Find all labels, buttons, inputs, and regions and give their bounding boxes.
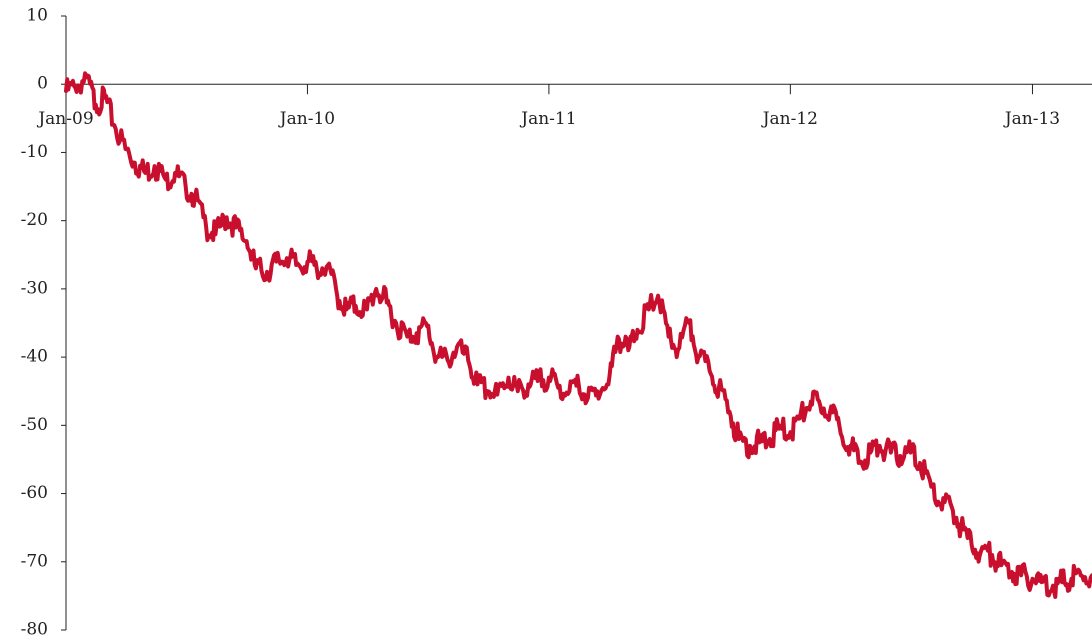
x-tick-label: Jan-13	[1003, 109, 1060, 129]
y-tick-label: 0	[37, 74, 48, 94]
y-tick-label: -30	[21, 278, 48, 298]
y-axis: 10 0 -10 -20 -30 -40 -50 -60 -70 -80	[21, 6, 66, 640]
series-group	[66, 73, 1092, 597]
x-tick-label: Jan-10	[278, 109, 335, 129]
y-tick-label: 10	[26, 6, 48, 26]
y-tick-label: -40	[21, 347, 48, 367]
series-line-0	[66, 73, 1092, 597]
y-tick-label: -70	[21, 551, 48, 571]
y-tick-label: -50	[21, 415, 48, 435]
x-tick-label: Jan-11	[519, 109, 576, 129]
y-tick-label: -10	[21, 142, 48, 162]
x-tick-label: Jan-09	[36, 109, 93, 129]
y-tick-label: -80	[21, 620, 48, 640]
y-tick-label: -60	[21, 483, 48, 503]
x-axis: Jan-09 Jan-10 Jan-11 Jan-12 Jan-13	[36, 84, 1092, 129]
y-tick-label: -20	[21, 210, 48, 230]
x-tick-label: Jan-12	[761, 109, 818, 129]
